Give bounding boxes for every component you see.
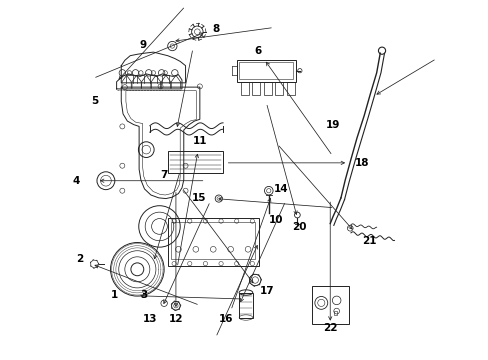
Text: 9: 9 (139, 40, 146, 50)
Text: 7: 7 (160, 170, 167, 180)
Text: 5: 5 (91, 96, 99, 107)
Bar (239, 63, 292, 79)
Text: 10: 10 (268, 215, 283, 225)
Text: 6: 6 (254, 46, 261, 56)
Text: 3: 3 (140, 290, 147, 300)
Bar (171, 222, 255, 259)
Text: 21: 21 (362, 236, 376, 246)
Text: 13: 13 (142, 314, 157, 324)
Text: 4: 4 (73, 176, 80, 186)
Text: 1: 1 (110, 290, 118, 300)
Bar (312, 286, 348, 324)
Bar (333, 311, 337, 315)
Bar (241, 82, 248, 95)
Text: 14: 14 (273, 184, 288, 194)
Text: 18: 18 (354, 158, 368, 168)
Text: 16: 16 (218, 314, 233, 324)
Text: 15: 15 (191, 193, 205, 203)
Text: 2: 2 (76, 254, 83, 264)
Text: 19: 19 (325, 120, 340, 130)
Text: 12: 12 (168, 314, 183, 324)
Bar (239, 293, 252, 318)
Bar (167, 218, 258, 266)
Bar (263, 82, 271, 95)
Text: 8: 8 (212, 24, 219, 34)
Text: 11: 11 (192, 136, 207, 146)
Text: 22: 22 (322, 323, 337, 333)
Bar (236, 60, 295, 82)
Bar (167, 152, 223, 173)
Bar (252, 82, 260, 95)
Text: 20: 20 (292, 222, 306, 232)
Text: 17: 17 (259, 287, 274, 296)
Bar (275, 82, 283, 95)
Bar (286, 82, 294, 95)
